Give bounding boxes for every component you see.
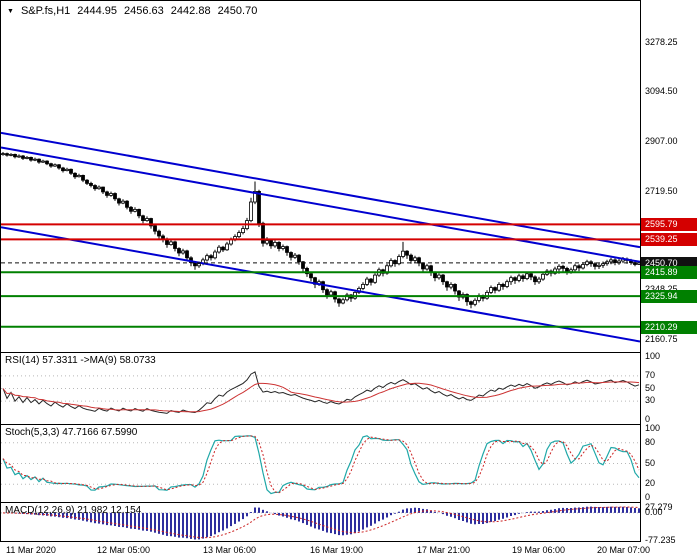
stochastic-chart[interactable]: [1, 425, 640, 502]
price-badge: 2325.94: [641, 290, 697, 303]
candlestick-chart[interactable]: [1, 1, 640, 352]
rsi-panel: RSI(14) 57.3311 ->MA(9) 58.0733: [0, 352, 641, 425]
axis-tick: 50: [645, 383, 656, 393]
axis-tick: -77.235: [645, 535, 676, 545]
axis-tick: 100: [645, 423, 661, 433]
price-badge: 2210.29: [641, 321, 697, 334]
axis-tick: 2348.25: [645, 284, 678, 294]
time-label: 16 Mar 19:00: [310, 545, 364, 555]
time-label: 11 Mar 2020: [6, 545, 56, 555]
time-label: 19 Mar 06:00: [512, 545, 566, 555]
axis-tick: 2907.00: [645, 136, 678, 146]
symbol-bar[interactable]: ▼ S&P.fs,H1 2444.95 2456.63 2442.88 2450…: [7, 5, 257, 17]
price-badge: 2415.89: [641, 266, 697, 279]
axis-tick: 2719.50: [645, 186, 678, 196]
symbol-name: S&P.fs,H1: [20, 5, 71, 17]
time-label: 13 Mar 06:00: [203, 545, 257, 555]
rsi-label: RSI(14) 57.3311 ->MA(9) 58.0733: [5, 355, 156, 366]
axis-tick: 80: [645, 437, 656, 447]
price-axis[interactable]: 3278.25 3094.50 2907.00 2719.50 2348.25 2160.…: [641, 0, 700, 545]
axis-tick: 50: [645, 458, 656, 468]
stochastic-panel: Stoch(5,3,3) 47.7166 67.5990: [0, 424, 641, 503]
price-badge: 2539.25: [641, 233, 697, 246]
ohlc-open: 2444.95: [77, 5, 118, 17]
axis-tick: 27.279: [645, 502, 673, 512]
time-label: 17 Mar 21:00: [417, 545, 471, 555]
axis-tick: 0.00: [645, 507, 663, 517]
price-chart-panel: ▼ S&P.fs,H1 2444.95 2456.63 2442.88 2450…: [0, 0, 641, 353]
time-label: 20 Mar 07:00: [597, 545, 651, 555]
axis-tick: 0: [645, 414, 651, 424]
macd-panel: MACD(12,26,9) 21.982 12.154: [0, 502, 641, 542]
axis-tick: 3278.25: [645, 37, 678, 47]
ohlc-low: 2442.88: [170, 5, 211, 17]
price-badge: 2595.79: [641, 218, 697, 231]
axis-tick: 30: [645, 395, 656, 405]
macd-chart[interactable]: [1, 503, 640, 541]
axis-tick: 0: [645, 492, 651, 502]
axis-tick: 70: [645, 370, 656, 380]
axis-tick: 20: [645, 478, 656, 488]
axis-tick: 3094.50: [645, 86, 678, 96]
ohlc-close: 2450.70: [217, 5, 258, 17]
rsi-chart[interactable]: [1, 353, 640, 424]
time-label: 12 Mar 05:00: [97, 545, 151, 555]
symbol-dropdown-icon[interactable]: ▼: [7, 7, 14, 15]
ohlc-high: 2456.63: [124, 5, 164, 17]
stochastic-label: Stoch(5,3,3) 47.7166 67.5990: [5, 427, 138, 438]
axis-tick: 2160.75: [645, 334, 678, 344]
axis-tick: 100: [645, 351, 661, 361]
time-axis[interactable]: 11 Mar 2020 12 Mar 05:00 13 Mar 06:00 16 Ma…: [0, 541, 700, 560]
macd-label: MACD(12,26,9) 21.982 12.154: [5, 505, 142, 516]
